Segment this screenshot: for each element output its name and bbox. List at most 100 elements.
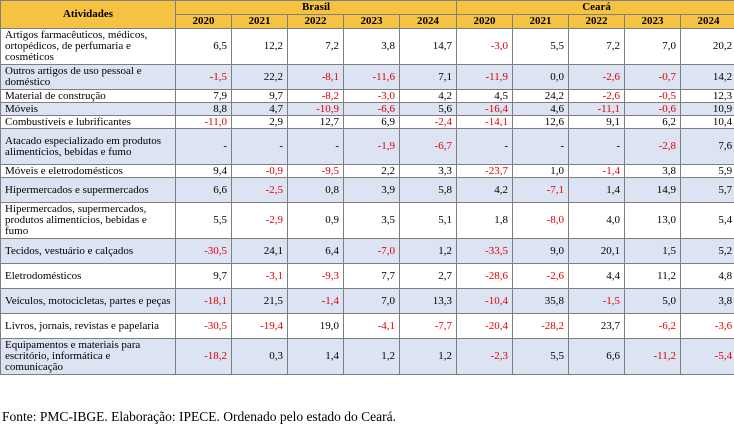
table-row: Móveis 8,8 4,7 -10,9 -6,6 5,6 -16,4 4,6 -11,1 -0,… — [0, 102, 734, 116]
ceara-value-cell: 4,4 — [568, 263, 626, 289]
ceara-value-cell: 5,4 — [680, 202, 734, 239]
brasil-value-cell: - — [175, 128, 232, 165]
brasil-value-cell: 14,7 — [398, 28, 458, 65]
brasil-value-cell: 9,7 — [175, 263, 232, 289]
ceara-value-cell: -8,0 — [512, 202, 570, 239]
activity-label: Hipermercados, supermercados, produtos a… — [0, 202, 176, 239]
activity-label: Hipermercados e supermercados — [0, 177, 176, 203]
brasil-value-cell: 2,7 — [398, 263, 458, 289]
header-year-brasil-2021: 2021 — [231, 14, 288, 29]
brasil-value-cell: 7,7 — [343, 263, 400, 289]
ceara-value-cell: -10,4 — [456, 288, 514, 314]
brasil-value-cell: 5,6 — [398, 102, 458, 116]
ceara-value-cell: 1,4 — [568, 177, 626, 203]
brasil-value-cell: -1,9 — [343, 128, 400, 165]
ceara-value-cell: 20,2 — [680, 28, 734, 65]
brasil-value-cell: 22,2 — [231, 64, 288, 90]
ceara-value-cell: 11,2 — [624, 263, 682, 289]
ceara-value-cell: -2,6 — [568, 89, 626, 103]
brasil-value-cell: -19,4 — [231, 313, 288, 339]
sales-variation-table: Atividades Brasil Ceará 2020 2021 2022 2023… — [0, 0, 734, 375]
brasil-value-cell: -1,4 — [287, 288, 344, 314]
ceara-value-cell: 4,5 — [456, 89, 514, 103]
table-row: Outros artigos de uso pessoal e doméstic… — [0, 64, 734, 90]
brasil-value-cell: - — [231, 128, 288, 165]
brasil-value-cell: 0,3 — [231, 338, 288, 375]
brasil-value-cell: -18,1 — [175, 288, 232, 314]
ceara-value-cell: -2,8 — [624, 128, 682, 165]
brasil-value-cell: -2,4 — [398, 115, 458, 129]
ceara-value-cell: -20,4 — [456, 313, 514, 339]
brasil-value-cell: - — [287, 128, 344, 165]
ceara-value-cell: 1,5 — [624, 238, 682, 264]
brasil-value-cell: 5,1 — [398, 202, 458, 239]
ceara-value-cell: -11,9 — [456, 64, 514, 90]
brasil-value-cell: 3,8 — [343, 28, 400, 65]
header-year-ceara-2020: 2020 — [456, 14, 514, 29]
ceara-value-cell: -0,6 — [624, 102, 682, 116]
ceara-value-cell: -1,5 — [568, 288, 626, 314]
ceara-value-cell: -0,7 — [624, 64, 682, 90]
table-row: Combustíveis e lubrificantes -11,0 2,9 12,7… — [0, 115, 734, 129]
brasil-value-cell: -2,5 — [231, 177, 288, 203]
brasil-value-cell: 6,4 — [287, 238, 344, 264]
ceara-value-cell: 35,8 — [512, 288, 570, 314]
header-group-ceara: Ceará — [456, 0, 734, 15]
ceara-value-cell: -0,5 — [624, 89, 682, 103]
ceara-value-cell: -2,6 — [512, 263, 570, 289]
brasil-value-cell: 13,3 — [398, 288, 458, 314]
brasil-value-cell: 7,1 — [398, 64, 458, 90]
ceara-value-cell: 23,7 — [568, 313, 626, 339]
ceara-value-cell: - — [512, 128, 570, 165]
ceara-value-cell: 5,9 — [680, 164, 734, 178]
activity-label: Tecidos, vestuário e calçados — [0, 238, 176, 264]
ceara-value-cell: -5,4 — [680, 338, 734, 375]
ceara-value-cell: -6,2 — [624, 313, 682, 339]
header-year-brasil-2023: 2023 — [343, 14, 400, 29]
ceara-value-cell: 14,9 — [624, 177, 682, 203]
brasil-value-cell: 3,5 — [343, 202, 400, 239]
brasil-value-cell: 12,2 — [231, 28, 288, 65]
ceara-value-cell: -11,2 — [624, 338, 682, 375]
ceara-value-cell: -16,4 — [456, 102, 514, 116]
brasil-value-cell: 6,5 — [175, 28, 232, 65]
brasil-value-cell: -8,2 — [287, 89, 344, 103]
ceara-value-cell: -2,6 — [568, 64, 626, 90]
brasil-value-cell: -3,0 — [343, 89, 400, 103]
activity-label: Livros, jornais, revistas e papelaria — [0, 313, 176, 339]
brasil-value-cell: 1,2 — [398, 238, 458, 264]
ceara-value-cell: 12,3 — [680, 89, 734, 103]
ceara-value-cell: -3,6 — [680, 313, 734, 339]
ceara-value-cell: 0,0 — [512, 64, 570, 90]
header-year-ceara-2022: 2022 — [568, 14, 626, 29]
brasil-value-cell: 0,8 — [287, 177, 344, 203]
ceara-value-cell: 3,8 — [624, 164, 682, 178]
ceara-value-cell: -1,4 — [568, 164, 626, 178]
ceara-value-cell: 6,2 — [624, 115, 682, 129]
brasil-value-cell: 9,4 — [175, 164, 232, 178]
ceara-value-cell: 14,2 — [680, 64, 734, 90]
ceara-value-cell: 20,1 — [568, 238, 626, 264]
brasil-value-cell: 6,9 — [343, 115, 400, 129]
brasil-value-cell: 5,5 — [175, 202, 232, 239]
table-row: Artigos farmacêuticos, médicos, ortopédi… — [0, 28, 734, 65]
brasil-value-cell: 1,2 — [398, 338, 458, 375]
ceara-value-cell: 10,4 — [680, 115, 734, 129]
brasil-value-cell: -3,1 — [231, 263, 288, 289]
brasil-value-cell: 0,9 — [287, 202, 344, 239]
brasil-value-cell: -8,1 — [287, 64, 344, 90]
brasil-value-cell: -6,7 — [398, 128, 458, 165]
ceara-value-cell: 9,0 — [512, 238, 570, 264]
ceara-value-cell: -33,5 — [456, 238, 514, 264]
brasil-value-cell: 1,4 — [287, 338, 344, 375]
table-row: Livros, jornais, revistas e papelaria -30… — [0, 313, 734, 339]
ceara-value-cell: 7,6 — [680, 128, 734, 165]
ceara-value-cell: -7,1 — [512, 177, 570, 203]
ceara-value-cell: 9,1 — [568, 115, 626, 129]
brasil-value-cell: -7,7 — [398, 313, 458, 339]
ceara-value-cell: -23,7 — [456, 164, 514, 178]
ceara-value-cell: 5,2 — [680, 238, 734, 264]
ceara-value-cell: 4,8 — [680, 263, 734, 289]
ceara-value-cell: -2,3 — [456, 338, 514, 375]
header-year-brasil-2022: 2022 — [287, 14, 344, 29]
